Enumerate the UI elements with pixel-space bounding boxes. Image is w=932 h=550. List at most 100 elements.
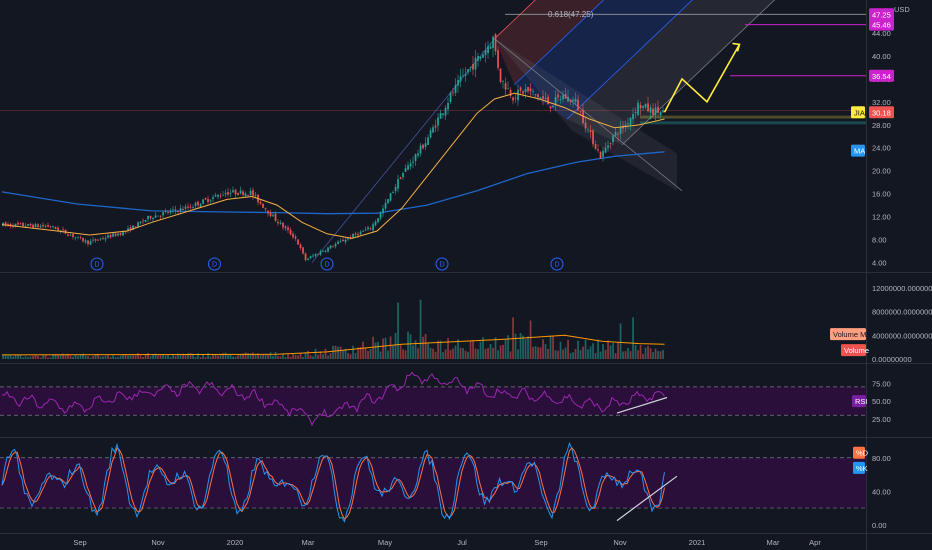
candle-body xyxy=(62,229,64,231)
rsi-tick: 50.00 xyxy=(872,397,891,406)
candle-body xyxy=(212,197,214,199)
price-tick: 40.00 xyxy=(872,52,891,61)
dividend-marker[interactable] xyxy=(435,257,449,271)
volume-bar xyxy=(642,353,644,359)
volume-bar xyxy=(569,353,572,359)
candle-body xyxy=(37,224,39,227)
candle-body xyxy=(109,234,112,238)
volume-bar xyxy=(552,335,554,359)
candle-body xyxy=(482,54,484,58)
volume-bar xyxy=(44,354,47,359)
candle-body xyxy=(602,150,604,157)
candle-body xyxy=(314,254,317,256)
volume-bar xyxy=(277,356,279,359)
volume-bar xyxy=(542,339,544,359)
trend-line xyxy=(311,38,495,263)
volume-bar xyxy=(67,353,69,359)
candle-body xyxy=(152,217,154,220)
candle-body xyxy=(72,234,74,237)
candle-body xyxy=(112,233,114,237)
candle-body xyxy=(99,238,102,240)
volume-bar xyxy=(139,355,142,359)
candle-body xyxy=(57,227,59,231)
volume-bar xyxy=(127,355,129,359)
candle-body xyxy=(419,145,422,154)
volume-bar xyxy=(2,354,4,359)
candle-body xyxy=(17,222,19,225)
ma-badge-bg xyxy=(851,144,865,157)
candle-body xyxy=(494,34,497,52)
candle-body xyxy=(97,239,99,241)
candle-body xyxy=(384,202,387,209)
volume-bar xyxy=(172,354,174,359)
fib-level-label: 0.618(47.25) xyxy=(548,10,594,19)
candle-body xyxy=(557,94,559,98)
candle-body xyxy=(569,99,572,103)
candle-body xyxy=(324,250,327,252)
time-tick: May xyxy=(378,538,392,547)
volume-bar xyxy=(149,356,152,359)
candle-body xyxy=(344,239,347,243)
volume-bar xyxy=(417,348,419,359)
candle-body xyxy=(542,96,544,99)
candle-body xyxy=(92,239,94,241)
volume-bar xyxy=(169,357,172,359)
candle-body xyxy=(234,189,237,195)
candle-body xyxy=(264,208,267,210)
volume-bar xyxy=(402,349,404,359)
volume-bar xyxy=(574,349,577,359)
candle-body xyxy=(202,199,204,204)
dividend-marker[interactable] xyxy=(90,257,104,271)
volume-bar xyxy=(517,349,519,359)
candle-body xyxy=(49,226,52,228)
volume-bar xyxy=(362,341,364,359)
time-tick: Jul xyxy=(457,538,467,547)
candle-body xyxy=(254,194,257,196)
candle-body xyxy=(267,210,269,214)
candle-body xyxy=(227,192,229,195)
candle-body xyxy=(24,226,27,228)
candle-body xyxy=(479,56,482,59)
volume-bar xyxy=(527,336,529,359)
volume-bar xyxy=(382,338,384,359)
candle-body xyxy=(404,168,407,172)
candle-body xyxy=(662,110,664,113)
dividend-marker[interactable] xyxy=(320,257,334,271)
price-badges: 47.25 45.46 36.54 30.18 JIA MA Volume MA Volume… xyxy=(830,8,894,474)
volume-bar xyxy=(202,354,204,359)
volume-bar xyxy=(252,352,254,359)
projection-arrow[interactable] xyxy=(663,42,741,113)
stoch-d-badge: %D xyxy=(856,449,869,458)
volume-bar xyxy=(584,339,587,359)
last-price-badge: 30.18 xyxy=(872,108,891,117)
candle-body xyxy=(472,64,474,70)
candle-body xyxy=(572,99,574,102)
time-tick: Sep xyxy=(534,538,547,547)
volume-bar xyxy=(222,353,224,359)
candle-body xyxy=(632,113,634,120)
volume-bar xyxy=(237,355,239,359)
volume-bar xyxy=(162,353,164,359)
volume-bar xyxy=(354,352,357,359)
candle-body xyxy=(534,93,537,95)
dividend-marker[interactable] xyxy=(208,257,221,271)
volume-bar xyxy=(117,356,119,359)
dividend-marker-label: D xyxy=(554,262,559,269)
volume-bar xyxy=(577,340,579,359)
candle-body xyxy=(504,83,507,90)
price-tick: 28.00 xyxy=(872,121,891,130)
pitchfork-drawing[interactable] xyxy=(0,0,866,263)
volume-bar xyxy=(609,345,612,359)
volume-bar xyxy=(547,348,549,359)
pitchfork-handle xyxy=(494,38,677,191)
candle-body xyxy=(599,151,602,159)
volume-bar xyxy=(597,339,599,359)
dividend-marker[interactable] xyxy=(550,257,564,271)
candle-body xyxy=(537,94,539,98)
candle-body xyxy=(377,218,379,223)
stoch-k-badge-bg xyxy=(853,461,865,474)
volume-bar xyxy=(454,345,457,359)
candle-body xyxy=(14,223,17,226)
